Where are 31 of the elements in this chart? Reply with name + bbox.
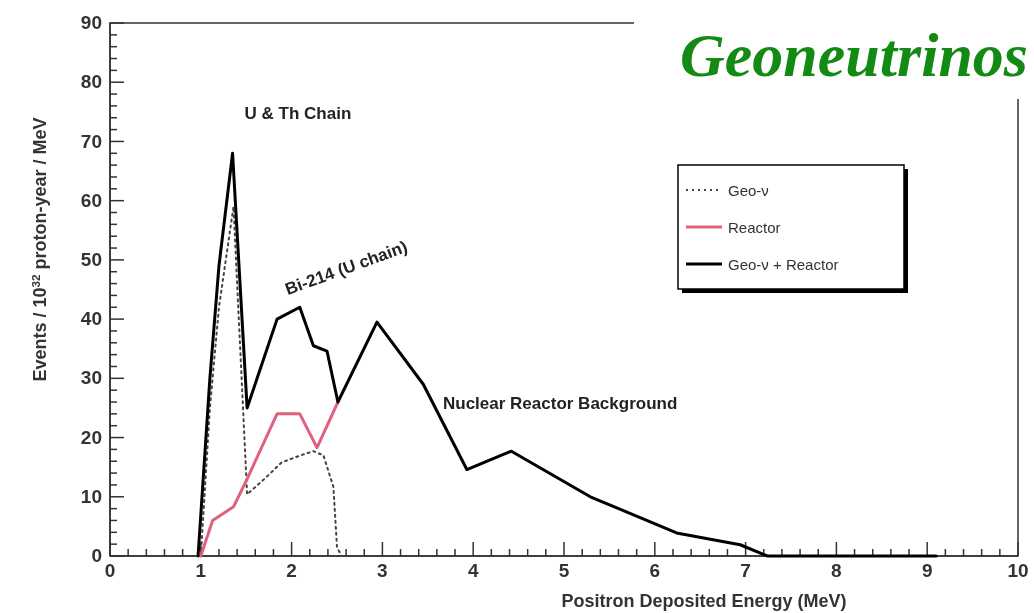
line-series: [199, 400, 340, 558]
y-tick-label: 50: [80, 248, 102, 270]
x-tick-label: 4: [467, 560, 479, 582]
y-tick-label: 20: [80, 426, 102, 448]
annotation: Nuclear Reactor Background: [443, 394, 678, 413]
legend-label: Geo-ν: [728, 182, 769, 199]
x-tick-label: 7: [740, 560, 751, 582]
x-tick-label: 3: [377, 560, 388, 582]
x-tick-label: 9: [921, 560, 933, 582]
annotation: Bi-214 (U chain): [282, 237, 410, 300]
annotation: U & Th Chain: [244, 104, 352, 124]
y-tick-label: 10: [80, 485, 102, 507]
y-tick-label: 30: [80, 367, 102, 389]
x-axis-title: Positron Deposited Energy (MeV): [561, 591, 847, 611]
legend-label: Reactor: [728, 219, 781, 236]
chart-title: Geoneutrinos: [680, 21, 1028, 89]
x-tick-label: 10: [1007, 560, 1029, 582]
x-tick-label: 5: [558, 560, 570, 582]
line-series: [196, 151, 938, 558]
legend-label: Geo-ν + Reactor: [728, 256, 839, 273]
x-tick-label: 8: [831, 560, 842, 582]
y-tick-label: 0: [91, 545, 102, 567]
y-tick-label: 90: [80, 12, 102, 34]
x-tick-label: 6: [649, 560, 661, 582]
y-tick-label: 70: [80, 130, 102, 152]
y-tick-label: 60: [80, 189, 102, 211]
x-tick-label: 2: [286, 560, 297, 582]
y-tick-label: 40: [80, 308, 102, 330]
x-tick-label: 0: [104, 560, 116, 582]
x-tick-label: 1: [195, 560, 207, 582]
y-tick-label: 80: [80, 71, 102, 93]
